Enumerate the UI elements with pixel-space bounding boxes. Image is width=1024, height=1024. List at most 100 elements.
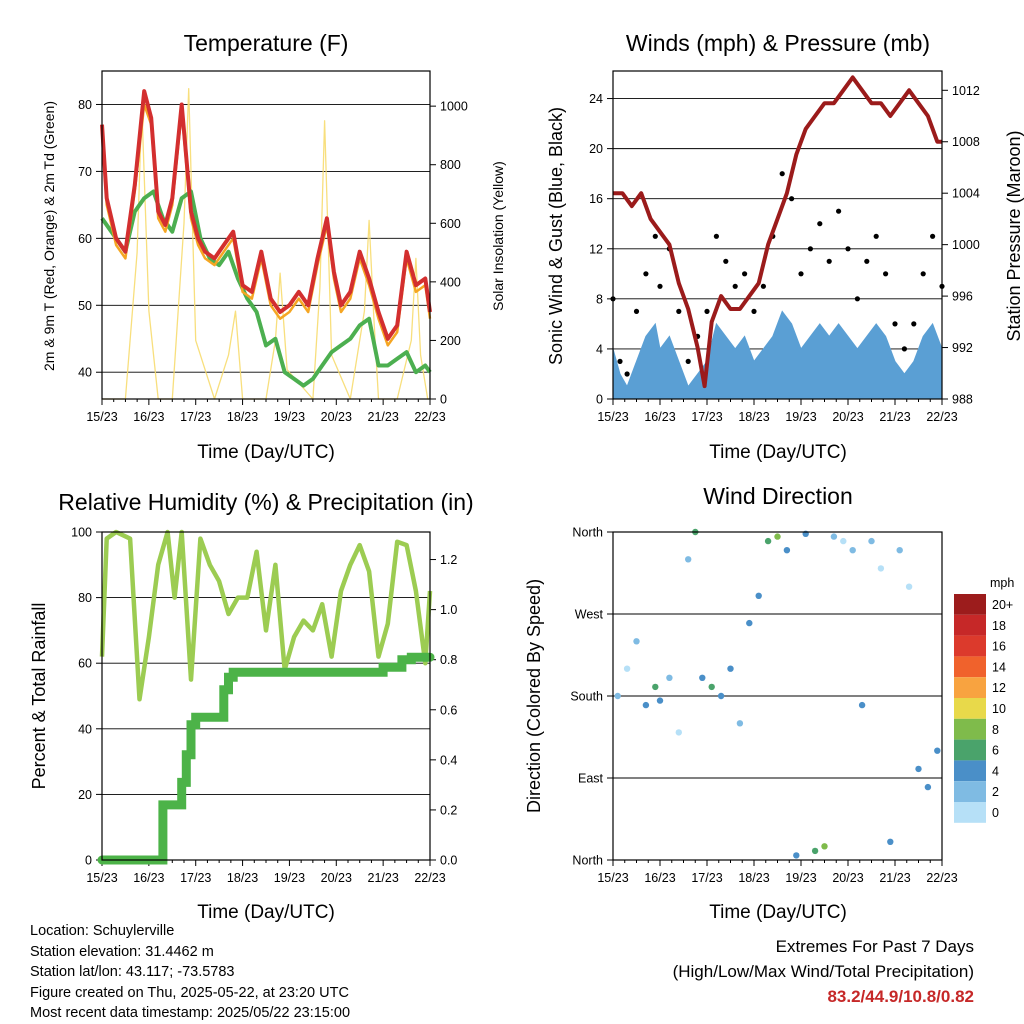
temperature-y2-tick-label: 400	[440, 275, 461, 289]
winds-y-tick-label: 16	[589, 192, 603, 206]
extremes-values: 83.2/44.9/10.8/0.82	[827, 987, 974, 1006]
humidity-y-tick-label: 60	[78, 657, 92, 671]
colorbar-swatch	[954, 802, 986, 823]
gust-point	[892, 321, 898, 327]
humidity-y2-tick-label: 0.4	[440, 753, 457, 767]
humidity-y2-tick-label: 0.6	[440, 703, 457, 717]
humidity-panel: Relative Humidity (%) & Precipitation (i…	[29, 489, 474, 923]
station-location: Location: Schuylerville	[30, 923, 175, 939]
gust-point	[911, 321, 917, 327]
gust-point	[930, 233, 936, 239]
winds-x-tick-label: 17/23	[691, 410, 722, 424]
gust-point	[617, 358, 623, 364]
temperature-x-tick-label: 17/23	[180, 410, 211, 424]
colorbar-label: 18	[992, 619, 1006, 633]
winds-x-tick-label: 15/23	[597, 410, 628, 424]
gust-point	[873, 233, 879, 239]
wind-direction-point	[717, 692, 725, 700]
gust-point	[864, 258, 870, 264]
gust-point	[633, 308, 640, 314]
humidity-y-tick-label: 40	[78, 722, 92, 736]
wind-direction-point	[924, 783, 932, 791]
humidity-x-tick-label: 15/23	[86, 871, 117, 885]
temperature-x-tick-label: 16/23	[133, 410, 164, 424]
wind-direction-y-tick-label: North	[572, 526, 603, 540]
colorbar-label: 4	[992, 764, 999, 778]
temperature-ylabel-right: Solar Insolation (Yellow)	[490, 161, 506, 311]
winds-x-tick-label: 21/23	[879, 410, 910, 424]
humidity-x-tick-label: 18/23	[227, 871, 258, 885]
temperature-y-tick-label: 70	[78, 165, 92, 179]
winds-y-tick-label: 24	[589, 92, 603, 106]
temperature-y-tick-label: 60	[78, 232, 92, 246]
wind-direction-point	[774, 533, 781, 540]
colorbar-swatch	[954, 677, 986, 698]
humidity-y-tick-label: 80	[78, 591, 92, 605]
station-latlon: Station lat/lon: 43.117; -73.5783	[30, 964, 235, 980]
temperature-plot-frame	[101, 70, 431, 400]
wind-direction-x-tick-label: 22/23	[926, 871, 957, 885]
humidity-ylabel: Percent & Total Rainfall	[29, 603, 49, 790]
gust-point	[742, 271, 748, 277]
wind-direction-point	[755, 592, 762, 599]
temperature-y2-tick-label: 200	[440, 334, 461, 348]
wind-direction-title: Wind Direction	[703, 483, 853, 509]
wind-direction-point	[685, 556, 692, 563]
colorbar-swatch	[954, 635, 986, 657]
gust-point	[826, 258, 832, 264]
recent-timestamp: Most recent data timestamp: 2025/05/22 2…	[30, 1005, 351, 1021]
colorbar-label: 12	[992, 681, 1006, 695]
wind-direction-y-tick-label: West	[575, 608, 604, 622]
winds-y2-tick-label: 1004	[952, 187, 980, 201]
humidity-y-tick-label: 20	[78, 788, 92, 802]
winds-x-tick-label: 20/23	[832, 410, 863, 424]
relative-humidity-line	[99, 529, 433, 702]
temperature-y2-tick-label: 0	[440, 393, 447, 407]
station-pressure-line	[613, 75, 942, 389]
gust-point	[807, 246, 814, 252]
winds-panel: Winds (mph) & Pressure (mb) Time (Day/UT…	[546, 30, 1024, 463]
wind-direction-point	[896, 547, 903, 554]
wind-direction-xlabel: Time (Day/UTC)	[709, 902, 847, 923]
winds-plot-frame	[612, 70, 943, 400]
humidity-y-tick-label: 100	[71, 526, 92, 540]
winds-y-tick-label: 12	[589, 242, 603, 256]
temperature-x-tick-label: 20/23	[321, 410, 352, 424]
wind-direction-point	[633, 638, 640, 645]
temperature-x-tick-label: 19/23	[274, 410, 305, 424]
colorbar-label: 0	[992, 806, 999, 820]
gust-point	[624, 371, 630, 377]
wind-direction-x-tick-label: 16/23	[644, 871, 675, 885]
wind-direction-point	[727, 665, 734, 672]
temperature-ylabel: 2m & 9m T (Red, Orange) & 2m Td (Green)	[41, 101, 57, 371]
gust-point	[883, 271, 889, 277]
winds-y2-tick-label: 1012	[952, 84, 980, 98]
wind-direction-point	[675, 729, 682, 736]
colorbar-label: 10	[992, 702, 1006, 716]
wind-direction-point	[783, 547, 791, 554]
gust-point	[920, 271, 926, 277]
humidity-y2-tick-label: 0.0	[440, 854, 457, 868]
wind-direction-x-tick-label: 17/23	[691, 871, 722, 885]
gust-point	[901, 346, 908, 352]
colorbar-swatch	[954, 760, 986, 782]
temperature-x-tick-label: 15/23	[86, 410, 117, 424]
figure-created: Figure created on Thu, 2025-05-22, at 23…	[30, 984, 349, 1001]
wind-direction-point	[666, 674, 673, 681]
gust-point	[836, 208, 842, 214]
sonic-wind-area	[612, 310, 943, 400]
extremes-title: Extremes For Past 7 Days	[775, 937, 974, 956]
gust-point	[643, 271, 649, 277]
wind-direction-x-tick-label: 15/23	[597, 871, 628, 885]
gust-point	[723, 258, 729, 264]
humidity-y2-tick-label: 0.2	[440, 803, 457, 817]
winds-title: Winds (mph) & Pressure (mb)	[626, 30, 930, 56]
temperature-x-tick-label: 22/23	[414, 410, 445, 424]
wind-direction-x-tick-label: 18/23	[738, 871, 769, 885]
wind-direction-point	[830, 533, 838, 540]
gust-point	[854, 296, 861, 302]
gust-point	[751, 308, 757, 314]
colorbar-swatch	[954, 656, 986, 678]
wind-direction-point	[915, 765, 922, 773]
